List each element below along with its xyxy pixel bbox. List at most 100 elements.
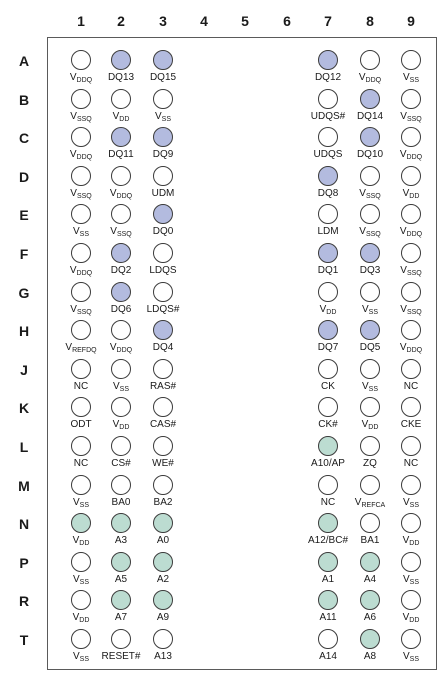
signal-label-D9: VDD [379,188,443,200]
signal-name: LDM [317,226,339,238]
signal-subscript: DDQ [76,154,93,162]
signal-label-E3: DQ0 [131,226,195,238]
signal-name: DQ1 [317,265,339,276]
signal-subscript: SSQ [76,308,92,316]
signal-label-M9: VSS [379,497,443,509]
signal-label-A1: VDDQ [49,72,113,84]
signal-name: LDQS [149,265,177,276]
ball-D1 [71,165,91,186]
signal-name: LDQS# [146,303,180,315]
signal-label-J8: VSS [338,381,402,393]
signal-label-G9: VSSQ [379,304,443,316]
signal-name: V [399,149,407,161]
ball-H2 [111,320,131,341]
signal-name: WE# [152,458,174,469]
signal-name: DQ5 [359,342,381,354]
ball-B3 [153,88,173,109]
ball-D7 [318,165,338,186]
ball-M7 [318,474,338,495]
column-label-6: 6 [283,13,291,29]
signal-name: DQ0 [152,226,174,238]
signal-subscript: DDQ [365,77,382,84]
ball-E1 [71,204,91,225]
signal-label-C9: VDDQ [379,149,443,161]
signal-name: NC [403,380,419,392]
signal-label-R9: VDD [379,612,443,624]
ball-P8 [360,551,380,572]
signal-label-A3: DQ15 [131,72,195,84]
signal-label-B8: DQ14 [338,111,402,123]
signal-name: V [402,535,410,547]
ball-M2 [111,474,131,495]
ball-A2 [111,50,131,70]
signal-name: V [402,72,410,83]
ball-T7 [318,629,338,649]
signal-subscript: DDQ [406,231,423,239]
signal-name: V [65,342,73,354]
ball-N2 [111,513,131,534]
ball-B7 [318,88,338,109]
signal-label-B2: VDD [89,111,153,123]
column-label-7: 7 [324,13,332,29]
ball-K3 [153,397,173,418]
signal-name: V [402,573,410,585]
signal-name: V [399,342,407,354]
signal-label-T2: RESET# [89,651,153,663]
signal-name: V [402,496,410,508]
signal-name: V [319,303,327,315]
signal-name: V [70,187,77,199]
signal-label-E2: VSSQ [89,226,153,238]
ball-P2 [111,551,131,572]
signal-label-T8: A8 [338,651,402,663]
signal-label-P8: A4 [338,574,402,586]
ball-R7 [318,590,338,611]
signal-name: UDQS# [310,110,346,122]
signal-name: V [109,342,117,354]
signal-label-J9: NC [379,381,443,393]
signal-label-C8: DQ10 [338,149,402,161]
row-label-K: K [18,400,30,417]
signal-name: A14 [319,651,337,662]
signal-name: DQ9 [152,149,174,161]
ball-A1 [71,50,91,70]
signal-label-H3: DQ4 [131,342,195,354]
signal-label-E8: VSSQ [338,226,402,238]
signal-label-M1: VSS [49,497,113,509]
signal-name: A8 [363,651,377,662]
ball-E9 [401,204,421,225]
signal-label-H8: DQ5 [338,342,402,354]
signal-label-G8: VSS [338,304,402,316]
signal-subscript: SSQ [365,192,381,200]
signal-label-H7: DQ7 [296,342,360,354]
signal-label-R8: A6 [338,612,402,624]
signal-label-H9: VDDQ [379,342,443,354]
signal-name: ZQ [363,458,377,469]
ball-C7 [318,127,338,148]
ball-K8 [360,397,380,418]
signal-name: V [400,303,407,315]
ball-N1 [71,513,91,534]
signal-label-E7: LDM [296,226,360,238]
signal-label-B7: UDQS# [296,111,360,123]
signal-label-N1: VDD [49,535,113,547]
signal-name: V [354,496,362,508]
ball-K1 [71,397,91,418]
signal-subscript: DD [79,540,90,548]
signal-label-N2: A3 [89,535,153,547]
column-label-1: 1 [77,13,85,29]
signal-label-K1: ODT [49,419,113,431]
signal-name: V [361,380,369,392]
signal-name: V [402,187,410,199]
signal-label-P2: A5 [89,574,153,586]
signal-name: A1 [321,573,335,585]
ball-C1 [71,127,91,148]
ball-T2 [111,629,131,649]
ball-D2 [111,165,131,186]
signal-name: BA0 [111,496,131,508]
column-label-8: 8 [366,13,374,29]
ball-C8 [360,127,380,148]
ball-B1 [71,88,91,109]
signal-label-R3: A9 [131,612,195,624]
signal-name: DQ15 [149,72,177,83]
ball-F9 [401,243,421,263]
